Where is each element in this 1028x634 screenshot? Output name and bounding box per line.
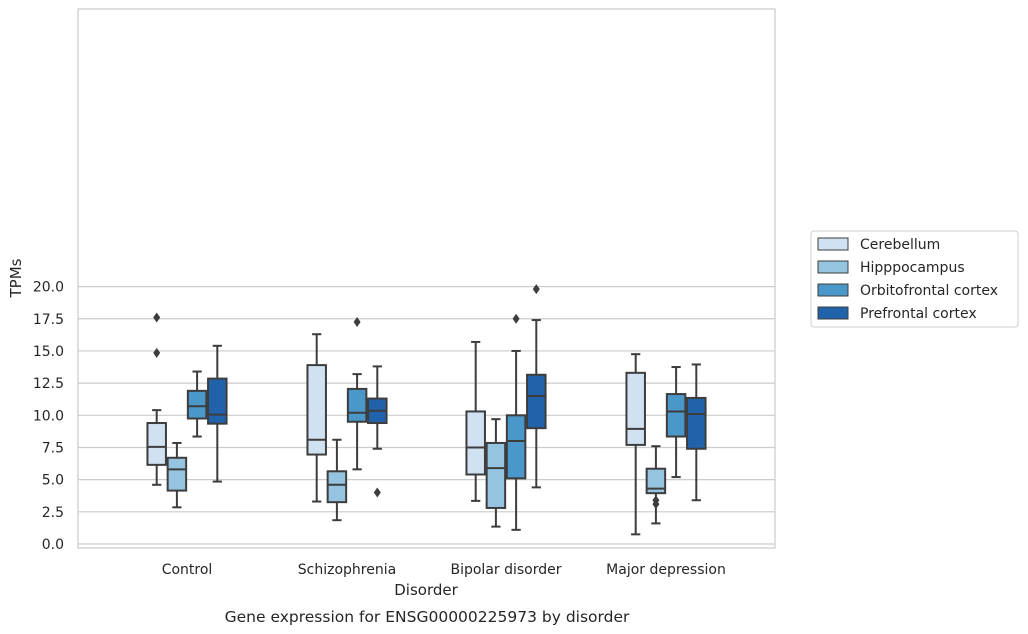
- y-tick-label: 15.0: [33, 344, 64, 360]
- box-hipppocampus: [485, 418, 507, 528]
- legend-swatch: [817, 260, 849, 274]
- box-prefrontal-cortex: [526, 284, 547, 489]
- box-cerebellum: [625, 353, 646, 536]
- y-tick-label: 12.5: [33, 376, 64, 392]
- iqr-box: [485, 441, 507, 509]
- iqr-box: [526, 373, 547, 430]
- box-hipppocampus: [645, 445, 667, 525]
- box-hipppocampus: [166, 441, 188, 509]
- y-tick-label: 17.5: [33, 312, 64, 328]
- x-axis-label: Disorder: [394, 581, 458, 599]
- box-hipppocampus: [326, 438, 348, 522]
- box-cerebellum: [306, 333, 327, 503]
- legend-frame: [810, 230, 1019, 328]
- x-tick-label: Control: [162, 562, 213, 578]
- box-orbitofrontal-cortex: [665, 366, 687, 479]
- iqr-box: [186, 389, 208, 420]
- legend-entry: Orbitofrontal cortex: [860, 283, 998, 299]
- iqr-box: [686, 396, 707, 450]
- chart-caption: Gene expression for ENSG00000225973 by d…: [225, 608, 630, 626]
- iqr-box: [166, 456, 188, 492]
- y-tick-label: 10.0: [33, 408, 64, 424]
- iqr-box: [645, 467, 667, 495]
- plot-frame: [77, 8, 776, 549]
- legend: Cerebellum Hipppocampus Orbitofrontal cort…: [810, 230, 1019, 328]
- x-tick-label: Major depression: [606, 562, 726, 578]
- outlier-point: [373, 487, 381, 498]
- iqr-box: [625, 371, 646, 446]
- boxes: [146, 284, 707, 536]
- iqr-box: [306, 364, 327, 456]
- outlier-point: [353, 316, 361, 327]
- y-axis-label: TPMs: [7, 258, 25, 298]
- y-tick-label: 7.5: [42, 440, 64, 456]
- legend-swatch: [817, 237, 849, 251]
- iqr-box: [465, 410, 486, 476]
- box-prefrontal-cortex: [207, 344, 228, 483]
- x-tick-labels: Control Schizophrenia Bipolar disorder Majo…: [162, 562, 726, 578]
- x-tick-label: Schizophrenia: [298, 562, 396, 578]
- iqr-box: [505, 414, 527, 480]
- box-prefrontal-cortex: [367, 365, 388, 498]
- legend-entry: Hipppocampus: [860, 260, 965, 276]
- box-prefrontal-cortex: [686, 363, 707, 502]
- legend-entry: Prefrontal cortex: [860, 306, 977, 322]
- x-tick-label: Bipolar disorder: [450, 562, 561, 578]
- y-tick-labels: 0.0 2.5 5.0 7.5 10.0 12.5 15.0 17.5 20.0: [33, 280, 64, 553]
- box-cerebellum: [465, 340, 486, 502]
- box-cerebellum: [146, 312, 167, 486]
- outlier-point: [512, 313, 520, 324]
- iqr-box: [207, 377, 228, 425]
- iqr-box: [665, 393, 687, 438]
- iqr-box: [146, 422, 167, 466]
- box-orbitofrontal-cortex: [505, 313, 527, 531]
- y-tick-label: 5.0: [42, 473, 64, 489]
- outlier-point: [153, 347, 161, 358]
- legend-swatch: [817, 283, 849, 297]
- y-tick-label: 2.5: [42, 505, 64, 521]
- legend-entry: Cerebellum: [860, 237, 940, 253]
- box-orbitofrontal-cortex: [186, 370, 208, 438]
- outlier-point: [652, 495, 660, 506]
- box-orbitofrontal-cortex: [346, 316, 368, 471]
- iqr-box: [346, 387, 368, 423]
- outlier-point: [532, 284, 540, 295]
- outlier-point: [153, 312, 161, 323]
- iqr-box: [326, 470, 348, 504]
- legend-swatch: [817, 306, 849, 320]
- y-tick-label: 0.0: [42, 537, 64, 553]
- y-tick-label: 20.0: [33, 280, 64, 296]
